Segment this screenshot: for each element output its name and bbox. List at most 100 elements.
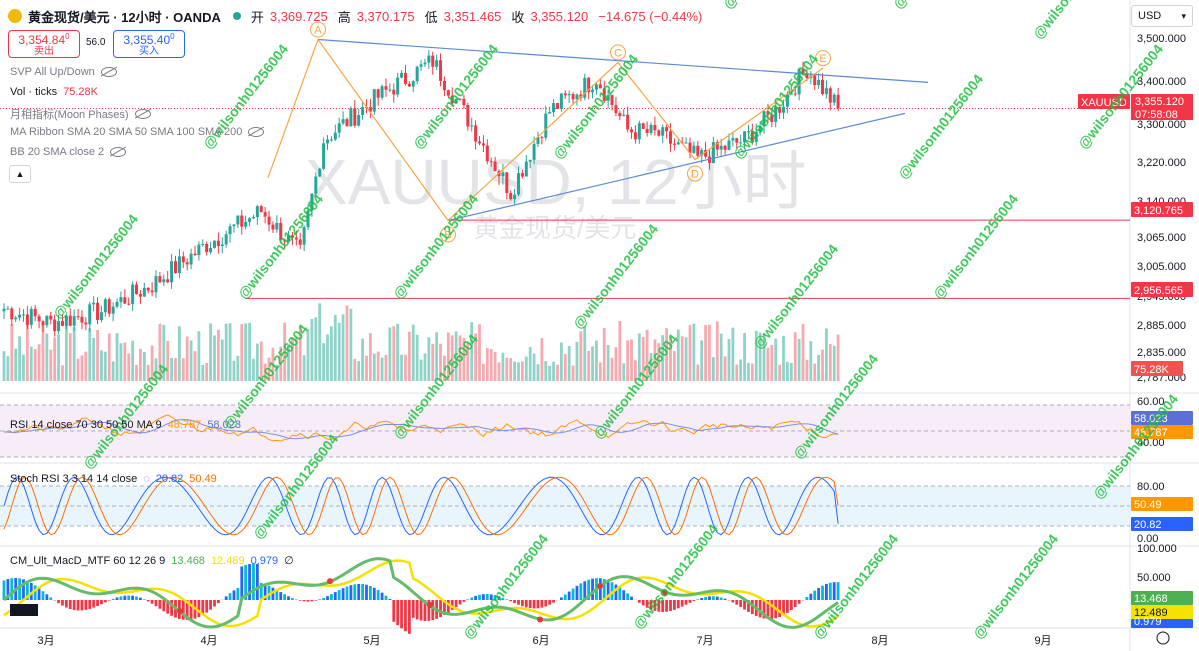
overlay-watermark: @wilsonh01256004 [235, 191, 327, 302]
volume-bar [665, 328, 669, 381]
macd-hist-bar [45, 594, 49, 600]
macd-hist-bar [41, 591, 45, 600]
wave-label-b: B [444, 230, 451, 242]
eye-hidden-icon[interactable] [134, 109, 151, 119]
candle-body [310, 193, 314, 211]
macd-hist-bar [111, 598, 115, 600]
buy-price-sup: 0 [170, 31, 175, 41]
candle-body [224, 234, 228, 245]
candle-body [789, 93, 793, 95]
volume-bar [653, 339, 657, 381]
volume-bar [563, 354, 567, 381]
close-label: 收 [511, 9, 525, 25]
open-label: 开 [250, 9, 264, 25]
volume-bar [489, 349, 493, 381]
volume-bar [801, 323, 805, 381]
candle-body [532, 143, 536, 160]
time-axis-label: 8月 [871, 635, 888, 647]
volume-bar [454, 331, 458, 381]
candle-body [45, 315, 49, 326]
candle-body [72, 316, 76, 326]
indicator-ma-ribbon[interactable]: MA Ribbon SMA 20 SMA 50 SMA 100 SMA 200 [10, 126, 265, 138]
symbol-title[interactable]: 黄金现货/美元 · 12小时 · OANDA [28, 9, 221, 25]
macd-legend[interactable]: CM_Ult_MacD_MTF 60 12 26 9 13.468 12.489… [10, 554, 294, 568]
indicator-svp[interactable]: SVP All Up/Down [10, 66, 117, 78]
last-price-tag-bg [1131, 94, 1193, 120]
indicator-moon-phases[interactable]: 月相指标(Moon Phases) [10, 106, 151, 122]
macd-hist-bar [6, 579, 10, 600]
indicator-volume[interactable]: Vol · ticks 75.28K [10, 86, 98, 98]
macd-hist-bar [287, 596, 290, 600]
price-axis-label: 2,885.000 [1137, 320, 1186, 332]
rsi-label: RSI 14 close 70 30 50 50 MA 9 [10, 419, 162, 431]
candle-body [544, 113, 548, 138]
macd-hist-bar [2, 580, 6, 600]
eye-hidden-icon[interactable] [248, 127, 265, 137]
candle-body [96, 302, 100, 321]
macd-hist-bar [314, 600, 318, 601]
level-tag-2-bg [1131, 282, 1193, 297]
volume-bar [762, 332, 766, 381]
macd-hist-bar [684, 600, 688, 605]
macd-hist-bar [68, 600, 72, 610]
candle-body [322, 143, 326, 169]
indicator-label: Vol · ticks [10, 86, 58, 98]
macd-hist-bar [123, 595, 127, 600]
currency-label: USD [1138, 10, 1162, 22]
candle-body [427, 55, 431, 63]
candle-body [248, 218, 252, 222]
macd-hist-bar [821, 585, 824, 600]
volume-bar [610, 357, 614, 381]
buy-button[interactable]: 3,355.400 买入 [113, 30, 185, 58]
candle-body [626, 114, 630, 130]
volume-bar [548, 365, 552, 381]
settings-icon [1156, 631, 1170, 645]
macd-hist-bar [396, 600, 400, 626]
volume-bar [649, 353, 653, 381]
candle-body [259, 206, 263, 213]
volume-bar [645, 329, 649, 381]
collapse-indicators-button[interactable]: ▲ [9, 165, 31, 183]
eye-hidden-icon[interactable] [100, 67, 117, 77]
candle-body [813, 75, 817, 86]
volume-bar [41, 323, 45, 381]
volume-bar [368, 333, 372, 381]
macd-hist-bar [146, 600, 150, 602]
upper-trendline [317, 38, 929, 83]
volume-bar [283, 322, 287, 381]
macd-hist-bar [478, 594, 481, 600]
macd-hist-bar [563, 594, 567, 600]
time-axis-label: 4月 [200, 635, 217, 647]
macd-hist-bar [139, 597, 142, 600]
overlay-watermark: @wilsonh01256004 [460, 531, 552, 642]
candle-body [189, 253, 193, 265]
volume-bar [279, 346, 283, 381]
volume-bar [774, 338, 778, 381]
volume-bar [606, 345, 610, 381]
volume-bar [135, 364, 138, 381]
macd-hist-bar [162, 600, 166, 612]
volume-bar [559, 342, 563, 381]
candle-body [279, 222, 283, 241]
eye-hidden-icon[interactable] [110, 147, 127, 157]
stoch-tag-a: 50.49 [1134, 499, 1162, 511]
indicator-bollinger[interactable]: BB 20 SMA close 2 [10, 146, 127, 158]
time-axis-label: 7月 [696, 635, 713, 647]
rsi-legend[interactable]: RSI 14 close 70 30 50 50 MA 9 48.787 58.… [10, 419, 241, 431]
change-value: −14.675 (−0.44%) [598, 8, 703, 24]
candle-body [403, 72, 407, 84]
candle-body [158, 276, 162, 283]
currency-select[interactable]: USD ▾ [1131, 5, 1193, 27]
volume-bar [287, 343, 290, 381]
volume-bar [462, 338, 466, 381]
macd-hist-bar [825, 583, 828, 600]
candle-body [263, 212, 267, 217]
candle-body [622, 114, 626, 117]
volume-bar [107, 333, 111, 381]
stoch-legend[interactable]: Stoch RSI 3 3 14 14 close ◌ 20.82 50.49 [10, 473, 217, 485]
macd-hist-bar [255, 563, 259, 600]
volume-bar [571, 365, 575, 381]
sell-button[interactable]: 3,354.840 卖出 [8, 30, 80, 58]
